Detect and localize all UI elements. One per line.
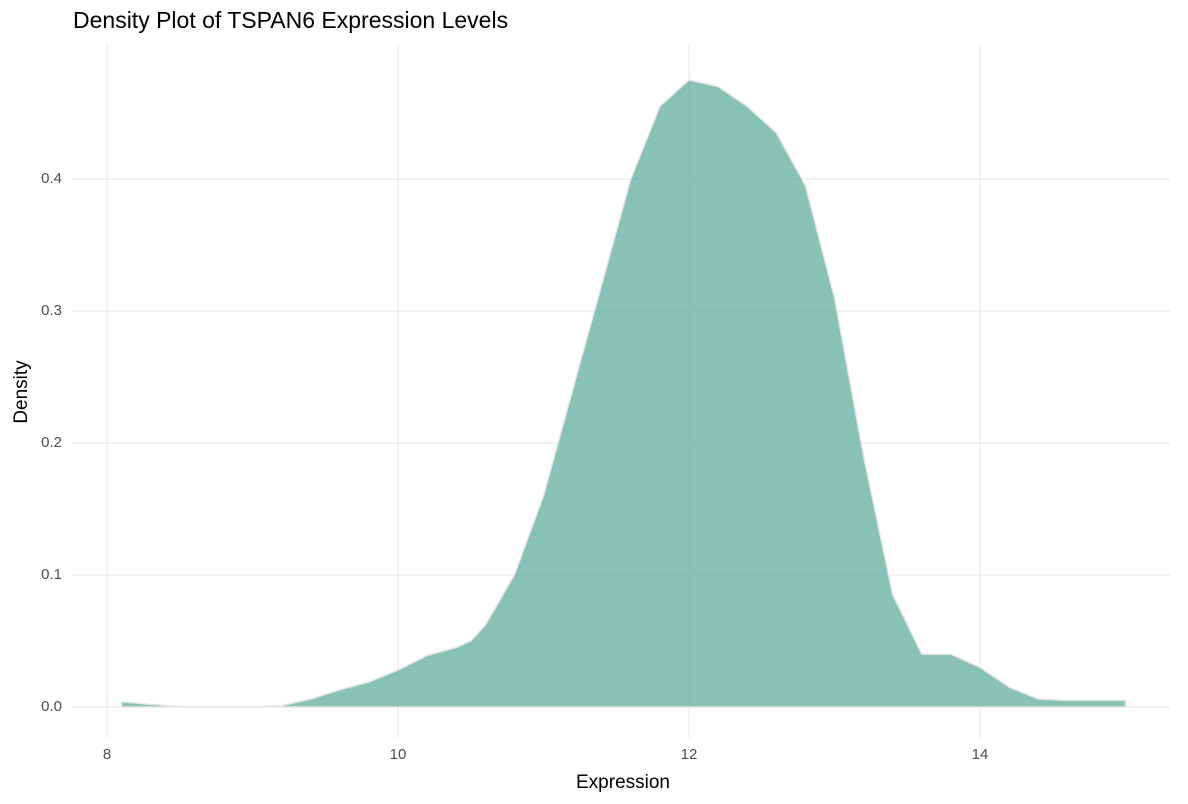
y-tick-label: 0.2 <box>41 434 62 451</box>
x-tick-label: 8 <box>103 746 111 763</box>
chart-title: Density Plot of TSPAN6 Expression Levels <box>73 7 508 33</box>
y-tick-label: 0.1 <box>41 566 62 583</box>
y-tick-label: 0.3 <box>41 302 62 319</box>
y-tick-label: 0.4 <box>41 170 62 187</box>
density-area <box>120 79 1127 708</box>
y-tick-label: 0.0 <box>41 698 62 715</box>
y-axis-label: Density <box>11 360 32 424</box>
x-axis-label: Expression <box>576 772 670 793</box>
x-tick-label: 10 <box>390 746 407 763</box>
x-tick-label: 12 <box>681 746 698 763</box>
x-tick-label: 14 <box>972 746 989 763</box>
